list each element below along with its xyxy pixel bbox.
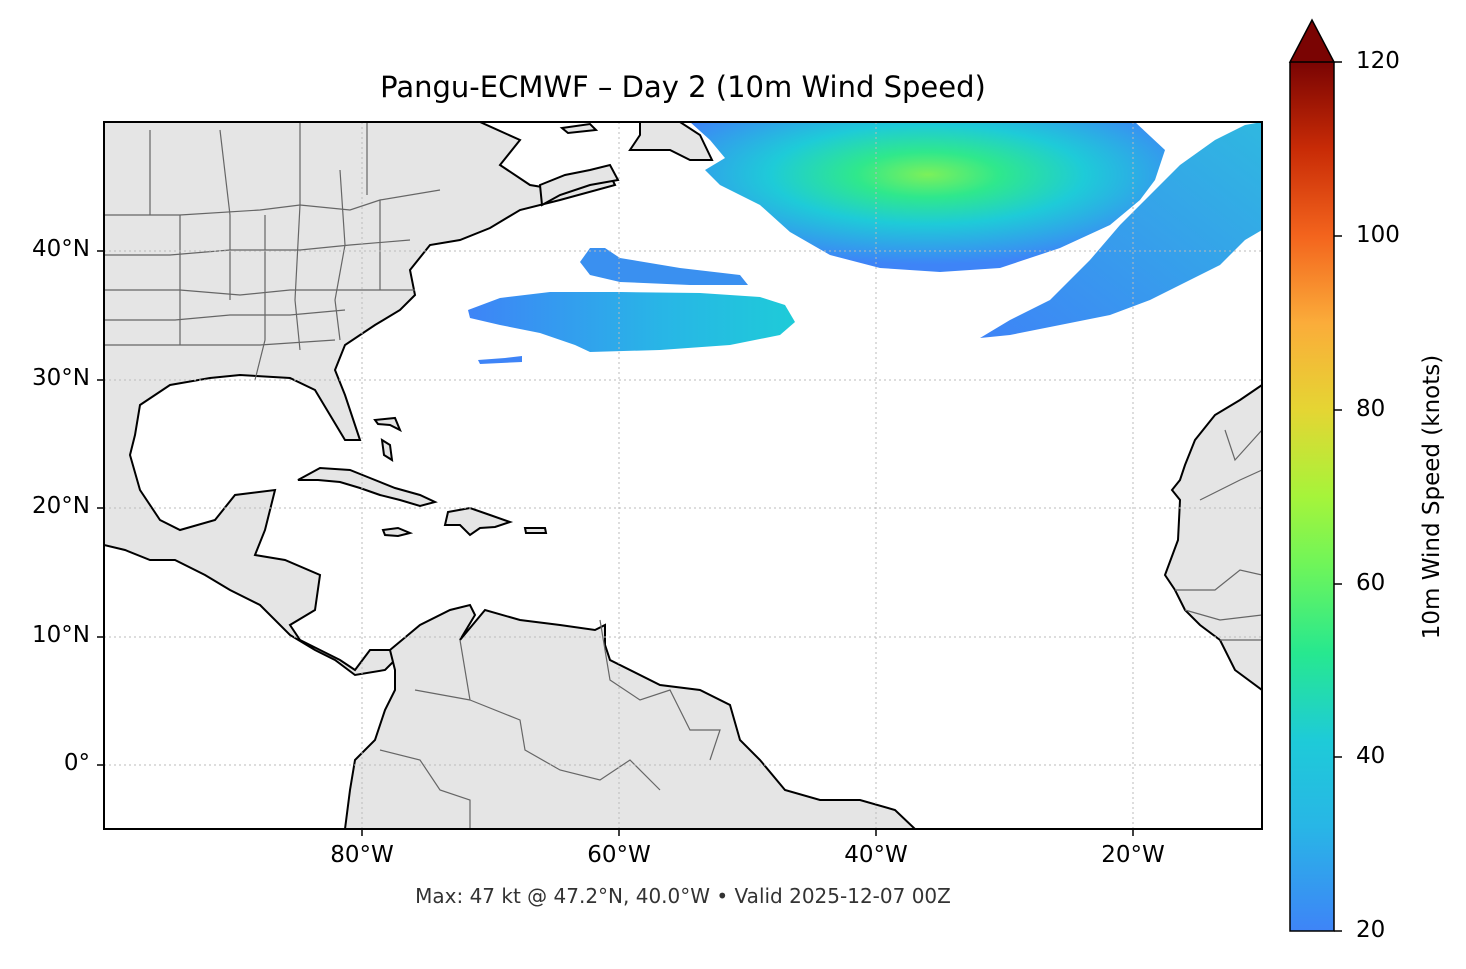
- wind-speed-field: [468, 122, 1262, 364]
- colorbar-tick-label: 40: [1356, 743, 1386, 769]
- chart-title: Pangu-ECMWF – Day 2 (10m Wind Speed): [380, 70, 986, 104]
- map-frame: [103, 121, 1263, 830]
- lat-tick-label: 40°N: [32, 236, 90, 262]
- map-area: [104, 122, 1262, 829]
- colorbar-gradient: [1290, 62, 1334, 931]
- wind-patch-small: [478, 356, 522, 364]
- max-info-caption: Max: 47 kt @ 47.2°N, 40.0°W • Valid 2025…: [415, 884, 951, 908]
- colorbar-tick-label: 20: [1356, 917, 1386, 943]
- land-hispaniola: [443, 506, 514, 537]
- wind-band-northeast: [980, 122, 1262, 338]
- colorbar-tick-label: 120: [1356, 48, 1400, 74]
- wind-band-subtropical-north: [580, 248, 748, 285]
- colorbar-tick-label: 60: [1356, 570, 1386, 596]
- land-africa: [1163, 383, 1262, 692]
- colorbar: [1288, 18, 1342, 932]
- lat-tick-label: 20°N: [32, 493, 90, 519]
- colorbar-extend-arrow: [1288, 18, 1336, 63]
- lat-tick-label: 10°N: [32, 622, 90, 648]
- colorbar-tick-marks: [1334, 61, 1342, 932]
- land-north-america: [104, 122, 617, 677]
- wind-jet-central: [690, 122, 1165, 272]
- wind-band-subtropical-south: [468, 292, 795, 352]
- lat-tick-label: 0°: [63, 750, 90, 776]
- lat-tick-label: 30°N: [32, 365, 90, 391]
- political-borders: [104, 122, 1262, 829]
- lon-tick-label: 20°W: [1101, 842, 1165, 868]
- colorbar-tick-label: 100: [1356, 222, 1400, 248]
- land-cuba: [297, 466, 438, 508]
- colorbar-tick-label: 80: [1356, 396, 1386, 422]
- land-jamaica: [381, 526, 414, 538]
- axis-tick-marks: [97, 250, 1134, 836]
- land-newfoundland: [628, 122, 714, 161]
- colorbar-label: 10m Wind Speed (knots): [1419, 354, 1445, 640]
- lon-tick-label: 60°W: [587, 842, 651, 868]
- lon-tick-label: 40°W: [844, 842, 908, 868]
- land-puerto-rico: [523, 527, 548, 534]
- land-anticosti: [559, 122, 599, 135]
- gridlines: [104, 122, 1262, 829]
- land-bahamas: [373, 416, 402, 462]
- land-nova-scotia: [538, 163, 620, 207]
- lon-tick-label: 80°W: [330, 842, 394, 868]
- colorbar-outline: [1289, 62, 1335, 932]
